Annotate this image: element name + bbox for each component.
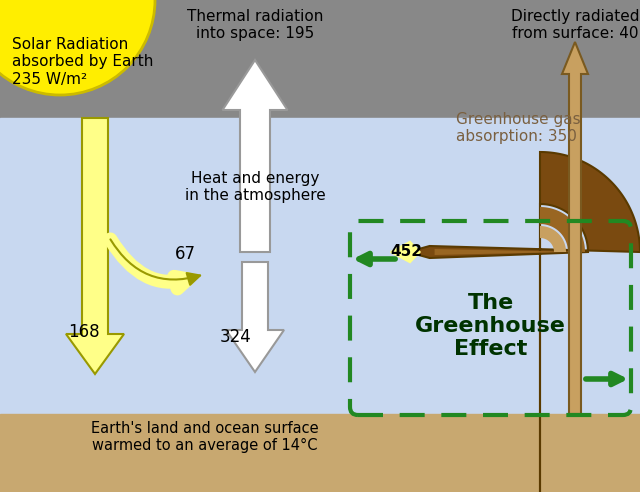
Text: 168: 168 xyxy=(68,323,100,341)
Bar xyxy=(0,0,640,118)
Text: 324: 324 xyxy=(220,328,252,346)
FancyArrow shape xyxy=(562,42,588,414)
FancyArrow shape xyxy=(226,262,284,372)
Text: The
Greenhouse
Effect: The Greenhouse Effect xyxy=(415,293,566,359)
Text: Solar Radiation
absorbed by Earth
235 W/m²: Solar Radiation absorbed by Earth 235 W/… xyxy=(12,37,154,87)
FancyArrowPatch shape xyxy=(111,240,200,285)
Text: 452: 452 xyxy=(390,245,422,259)
FancyArrowPatch shape xyxy=(586,373,622,385)
Polygon shape xyxy=(540,226,566,492)
Text: Earth's land and ocean surface
warmed to an average of 14°C: Earth's land and ocean surface warmed to… xyxy=(91,421,319,453)
FancyArrow shape xyxy=(66,118,124,374)
Circle shape xyxy=(0,0,155,95)
Polygon shape xyxy=(435,207,585,492)
Text: 67: 67 xyxy=(175,245,196,263)
Polygon shape xyxy=(391,242,420,262)
Text: Directly radiated
from surface: 40: Directly radiated from surface: 40 xyxy=(511,9,639,41)
FancyArrowPatch shape xyxy=(111,240,188,288)
FancyArrowPatch shape xyxy=(359,253,396,265)
Text: Heat and energy
in the atmosphere: Heat and energy in the atmosphere xyxy=(184,171,325,203)
Text: Thermal radiation
into space: 195: Thermal radiation into space: 195 xyxy=(187,9,323,41)
Polygon shape xyxy=(408,152,640,492)
Bar xyxy=(0,118,640,414)
FancyArrow shape xyxy=(223,60,287,252)
Text: Greenhouse gas
absorption: 350: Greenhouse gas absorption: 350 xyxy=(456,112,580,144)
Bar xyxy=(0,414,640,492)
